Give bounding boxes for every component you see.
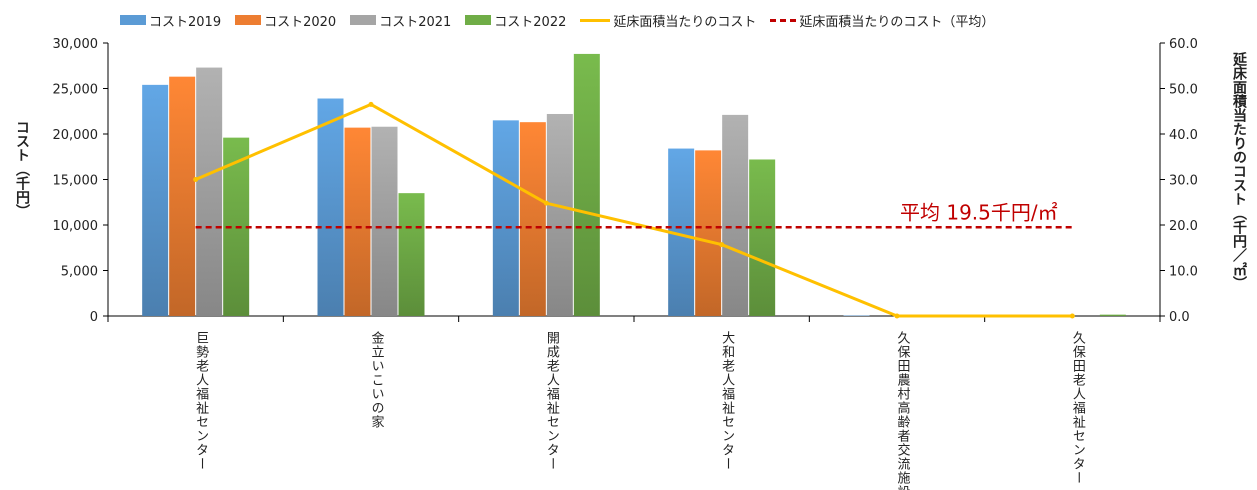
legend-item: コスト2020 bbox=[235, 11, 336, 30]
y-tick-label-right: 30.0 bbox=[1169, 174, 1198, 189]
legend-swatch bbox=[120, 15, 146, 25]
y-axis-title-left: コスト（千円） bbox=[14, 120, 31, 218]
bar bbox=[169, 76, 196, 316]
legend-swatch bbox=[350, 15, 377, 25]
x-tick-label: 久保田老人福祉センター bbox=[1070, 331, 1086, 485]
series-line bbox=[195, 102, 1073, 318]
legend: コスト2019 コスト2020 コスト2021 コスト2022 延床面積当たりのコスト 延… bbox=[120, 8, 1008, 32]
line-point bbox=[719, 242, 725, 248]
legend-swatch bbox=[465, 15, 492, 25]
legend-label: コスト2021 bbox=[379, 14, 452, 30]
legend-label: コスト2022 bbox=[494, 14, 567, 30]
y-axis-title-right: 延床面積当たりのコスト（千円／㎡） bbox=[1231, 51, 1248, 290]
line-point bbox=[193, 177, 199, 182]
y-tick-label-left: 0 bbox=[90, 310, 98, 325]
bar bbox=[519, 122, 546, 316]
y-tick-label-right: 10.0 bbox=[1169, 265, 1198, 280]
bar bbox=[722, 114, 749, 316]
bar bbox=[1099, 314, 1126, 316]
y-tick-label-left: 5,000 bbox=[61, 265, 98, 280]
y-tick-label-left: 20,000 bbox=[53, 128, 99, 143]
bar bbox=[749, 159, 776, 316]
y-tick-label-right: 50.0 bbox=[1169, 83, 1198, 98]
y-tick-label-right: 20.0 bbox=[1169, 219, 1198, 234]
bar bbox=[398, 193, 425, 316]
legend-item: 延床面積当たりのコスト（平均） bbox=[770, 11, 994, 30]
x-tick-label: 久保田農村高齢者交流施設 bbox=[895, 331, 911, 490]
bar bbox=[344, 127, 371, 316]
bar bbox=[492, 120, 519, 316]
y-tick-label-left: 30,000 bbox=[53, 37, 99, 52]
x-tick-label: 大和老人福祉センター bbox=[719, 331, 735, 471]
y-tick-label-left: 10,000 bbox=[53, 219, 99, 234]
bar bbox=[695, 150, 722, 316]
legend-label: 延床面積当たりのコスト（平均） bbox=[799, 14, 995, 30]
legend-label: コスト2019 bbox=[149, 14, 222, 30]
bar bbox=[317, 98, 344, 316]
y-tick-label-right: 60.0 bbox=[1169, 37, 1198, 52]
y-tick-label-right: 40.0 bbox=[1169, 128, 1198, 143]
average-annotation: 平均 19.5千円/㎡ bbox=[900, 200, 1058, 224]
y-tick-label-left: 15,000 bbox=[53, 174, 99, 189]
legend-item: コスト2019 bbox=[120, 11, 221, 30]
legend-item: コスト2022 bbox=[465, 11, 566, 30]
legend-swatch bbox=[580, 18, 611, 22]
line-point bbox=[894, 313, 900, 319]
bar bbox=[142, 84, 169, 316]
x-tick-label: 巨勢老人福祉センター bbox=[193, 331, 209, 471]
legend-label: 延床面積当たりのコスト bbox=[613, 14, 757, 30]
legend-swatch bbox=[235, 15, 262, 25]
bar bbox=[371, 126, 398, 316]
legend-item: 延床面積当たりのコスト bbox=[580, 11, 756, 30]
y-tick-label-right: 0.0 bbox=[1169, 310, 1190, 325]
bar bbox=[196, 67, 223, 316]
x-tick-label: 開成老人福祉センター bbox=[544, 331, 560, 471]
legend-label: コスト2020 bbox=[264, 14, 337, 30]
line-point bbox=[543, 200, 549, 206]
y-tick-label-left: 25,000 bbox=[53, 83, 99, 98]
bar bbox=[573, 53, 600, 317]
line-point bbox=[368, 101, 374, 107]
bar bbox=[546, 113, 573, 316]
line-point bbox=[1069, 313, 1075, 319]
x-tick-label: 金立いこいの家 bbox=[369, 330, 385, 429]
legend-item: コスト2021 bbox=[350, 11, 451, 30]
legend-swatch bbox=[770, 18, 797, 22]
